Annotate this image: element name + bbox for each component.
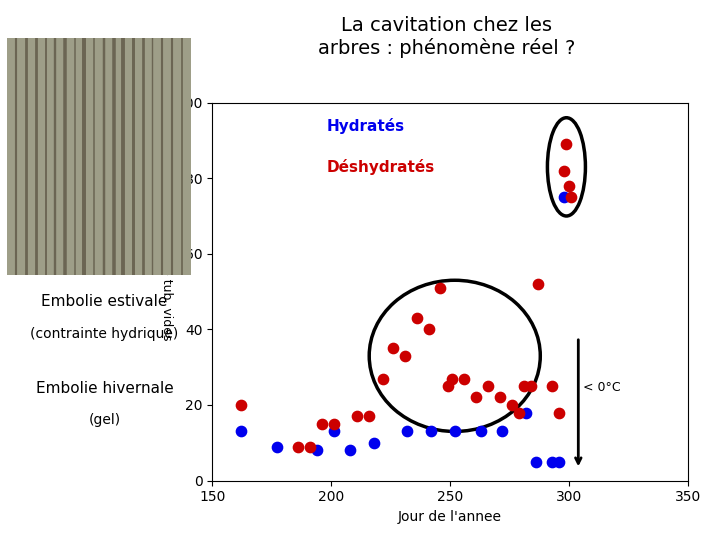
Point (364, 412, 375, 421)
Point (532, 280, 544, 288)
Text: < 0°C: < 0°C (583, 381, 621, 395)
Point (521, 408, 532, 417)
Point (506, 401, 518, 409)
Point (426, 427, 437, 436)
Point (271, 442, 282, 451)
Point (304, 442, 315, 451)
Point (311, 446, 323, 455)
Point (546, 457, 558, 466)
Point (494, 393, 505, 402)
Point (554, 457, 565, 466)
Point (558, 193, 570, 201)
Point (475, 427, 487, 436)
Text: La cavitation chez les
arbres : phénomène réel ?: La cavitation chez les arbres : phénomèn… (318, 16, 575, 58)
Point (449, 427, 461, 436)
Y-axis label: % de tub. vides: % de tub. vides (160, 243, 173, 340)
Point (446, 374, 458, 383)
X-axis label: Jour de l'annee: Jour de l'annee (398, 510, 502, 524)
Point (565, 193, 577, 201)
Point (530, 457, 541, 466)
Point (518, 382, 529, 390)
Point (470, 393, 482, 402)
Point (482, 382, 494, 390)
Point (235, 401, 247, 409)
Text: Embolie estivale: Embolie estivale (41, 294, 168, 309)
Text: (contrainte hydrique): (contrainte hydrique) (30, 327, 179, 341)
Point (497, 427, 508, 436)
Point (563, 181, 575, 190)
Point (368, 438, 379, 447)
Point (378, 374, 390, 383)
Point (442, 382, 454, 390)
Point (513, 408, 525, 417)
Point (387, 344, 399, 353)
Point (235, 427, 247, 436)
Point (558, 166, 570, 175)
Point (554, 408, 565, 417)
Point (351, 412, 363, 421)
Point (328, 420, 339, 428)
Text: Embolie hivernale: Embolie hivernale (35, 381, 174, 396)
Point (399, 352, 410, 360)
Point (525, 382, 536, 390)
Text: Hydratés: Hydratés (326, 118, 405, 134)
Point (292, 442, 304, 451)
Point (459, 374, 470, 383)
Point (423, 325, 434, 334)
Point (411, 314, 423, 322)
Point (546, 382, 558, 390)
Text: (gel): (gel) (89, 413, 120, 427)
Point (402, 427, 413, 436)
Text: Déshydratés: Déshydratés (326, 159, 435, 176)
Point (328, 427, 339, 436)
Point (344, 446, 356, 455)
Point (435, 284, 446, 292)
Point (316, 420, 328, 428)
Point (561, 140, 572, 149)
